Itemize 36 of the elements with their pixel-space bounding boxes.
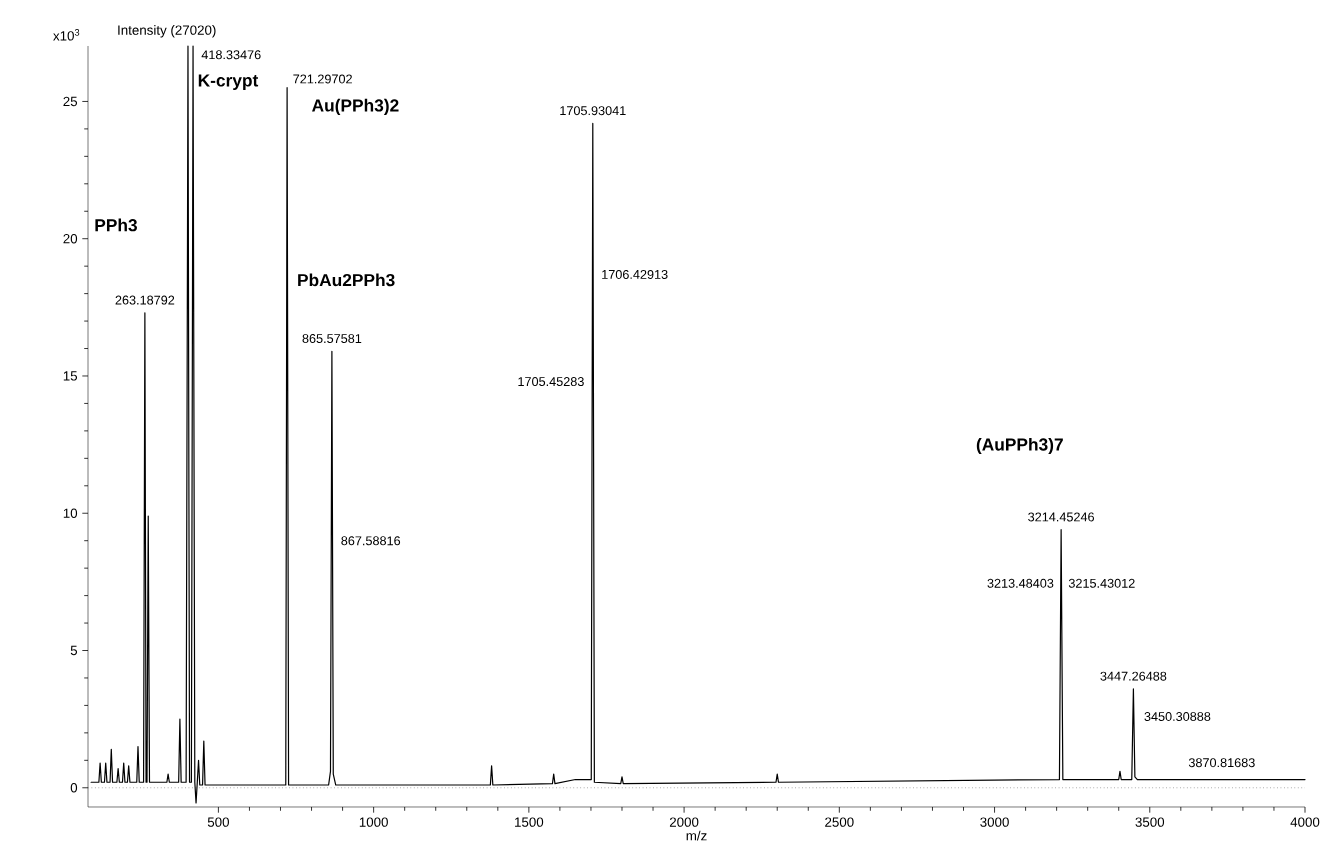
x-tick-label: 1500 [515, 817, 544, 827]
x-tick-label: 4000 [1290, 817, 1320, 827]
annotation: 721.29702 [293, 74, 352, 84]
y-tick-label: 10 [63, 508, 78, 518]
annotation: PbAu2PPh3 [298, 273, 395, 287]
annotation: 1705.45283 [518, 377, 584, 387]
y-tick-label: 0 [70, 783, 78, 793]
annotation: 1706.42913 [602, 269, 668, 279]
x-tick-label: 3500 [1135, 817, 1165, 827]
annotation: 3870.81683 [1188, 758, 1255, 768]
annotation: 418.33476 [201, 50, 261, 60]
annotation: 3213.48403 [987, 578, 1054, 588]
x-tick-label: 500 [207, 817, 230, 827]
x-axis-title: m/z [686, 830, 707, 841]
y-tick-label: 20 [63, 233, 78, 244]
annotation: K-crypt [198, 74, 259, 90]
annotation: PPh3 [95, 218, 137, 232]
annotation: 263.18792 [115, 295, 175, 305]
x-tick-label: 2000 [669, 817, 699, 827]
y-tick-label: 15 [63, 371, 78, 381]
annotation: (AuPPh3)7 [976, 437, 1063, 455]
annotation: Au(PPh3)2 [312, 98, 399, 116]
annotation: 867.58816 [341, 536, 401, 546]
annotation: 3450.30888 [1144, 712, 1211, 721]
annotation: 3215.43012 [1068, 578, 1135, 588]
x-tick-label: 2500 [825, 817, 854, 827]
x-tick-label: 1000 [359, 817, 388, 827]
annotation: 3447.26488 [1100, 671, 1167, 681]
y-tick-label: 5 [70, 645, 78, 656]
y-axis-title: Intensity (27020) [118, 25, 216, 38]
annotation: 3214.45246 [1028, 512, 1095, 522]
annotation: 1705.93041 [560, 106, 626, 116]
x-tick-label: 3000 [980, 817, 1009, 827]
annotation: 865.57581 [302, 334, 362, 343]
text: x10$^{3}$ [53, 29, 80, 41]
y-tick-label: 25 [63, 96, 78, 107]
